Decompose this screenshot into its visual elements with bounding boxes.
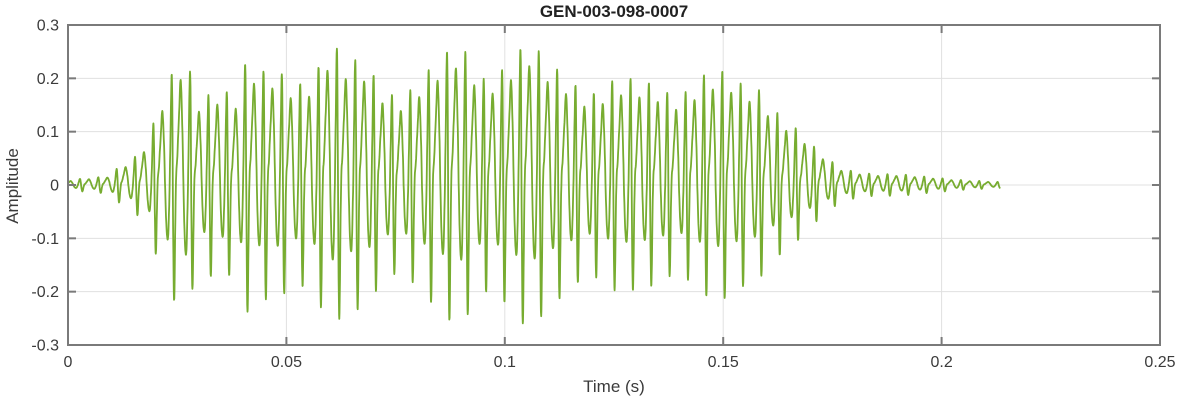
x-tick-label: 0 xyxy=(64,354,73,371)
y-tick-label: -0.2 xyxy=(31,284,59,301)
x-tick-label: 0.25 xyxy=(1144,354,1175,371)
x-tick-label: 0.05 xyxy=(271,354,302,371)
x-tick-label: 0.2 xyxy=(930,354,952,371)
x-tick-label: 0.1 xyxy=(494,354,516,371)
y-tick-label: 0.3 xyxy=(37,18,59,35)
x-axis-label: Time (s) xyxy=(583,377,645,396)
x-tick-label: 0.15 xyxy=(708,354,739,371)
y-tick-label: -0.1 xyxy=(31,231,59,248)
y-tick-label: 0.2 xyxy=(37,71,59,88)
chart-title: GEN-003-098-0007 xyxy=(539,2,689,21)
y-tick-label: 0.1 xyxy=(37,124,59,141)
waveform-line xyxy=(67,47,1001,325)
y-tick-label: -0.3 xyxy=(31,338,59,355)
y-axis-label: Amplitude xyxy=(3,148,22,224)
y-tick-label: 0 xyxy=(50,178,59,195)
